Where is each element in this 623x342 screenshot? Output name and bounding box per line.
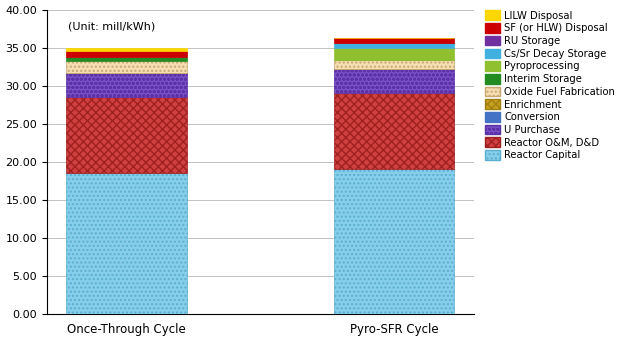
Text: (Unit: mill/kWh): (Unit: mill/kWh): [69, 22, 156, 32]
Bar: [67, 173, 187, 314]
Bar: [334, 38, 454, 43]
Bar: [67, 61, 187, 73]
Bar: [67, 73, 187, 97]
Bar: [67, 51, 187, 57]
Bar: [334, 60, 454, 69]
Bar: [67, 97, 187, 173]
Bar: [67, 57, 187, 61]
Bar: [334, 69, 454, 93]
Bar: [334, 169, 454, 314]
Bar: [334, 43, 454, 48]
Bar: [334, 93, 454, 169]
Bar: [334, 48, 454, 60]
Bar: [67, 48, 187, 51]
Legend: LILW Disposal, SF (or HLW) Disposal, RU Storage, Cs/Sr Decay Storage, Pyroproces: LILW Disposal, SF (or HLW) Disposal, RU …: [483, 9, 617, 162]
